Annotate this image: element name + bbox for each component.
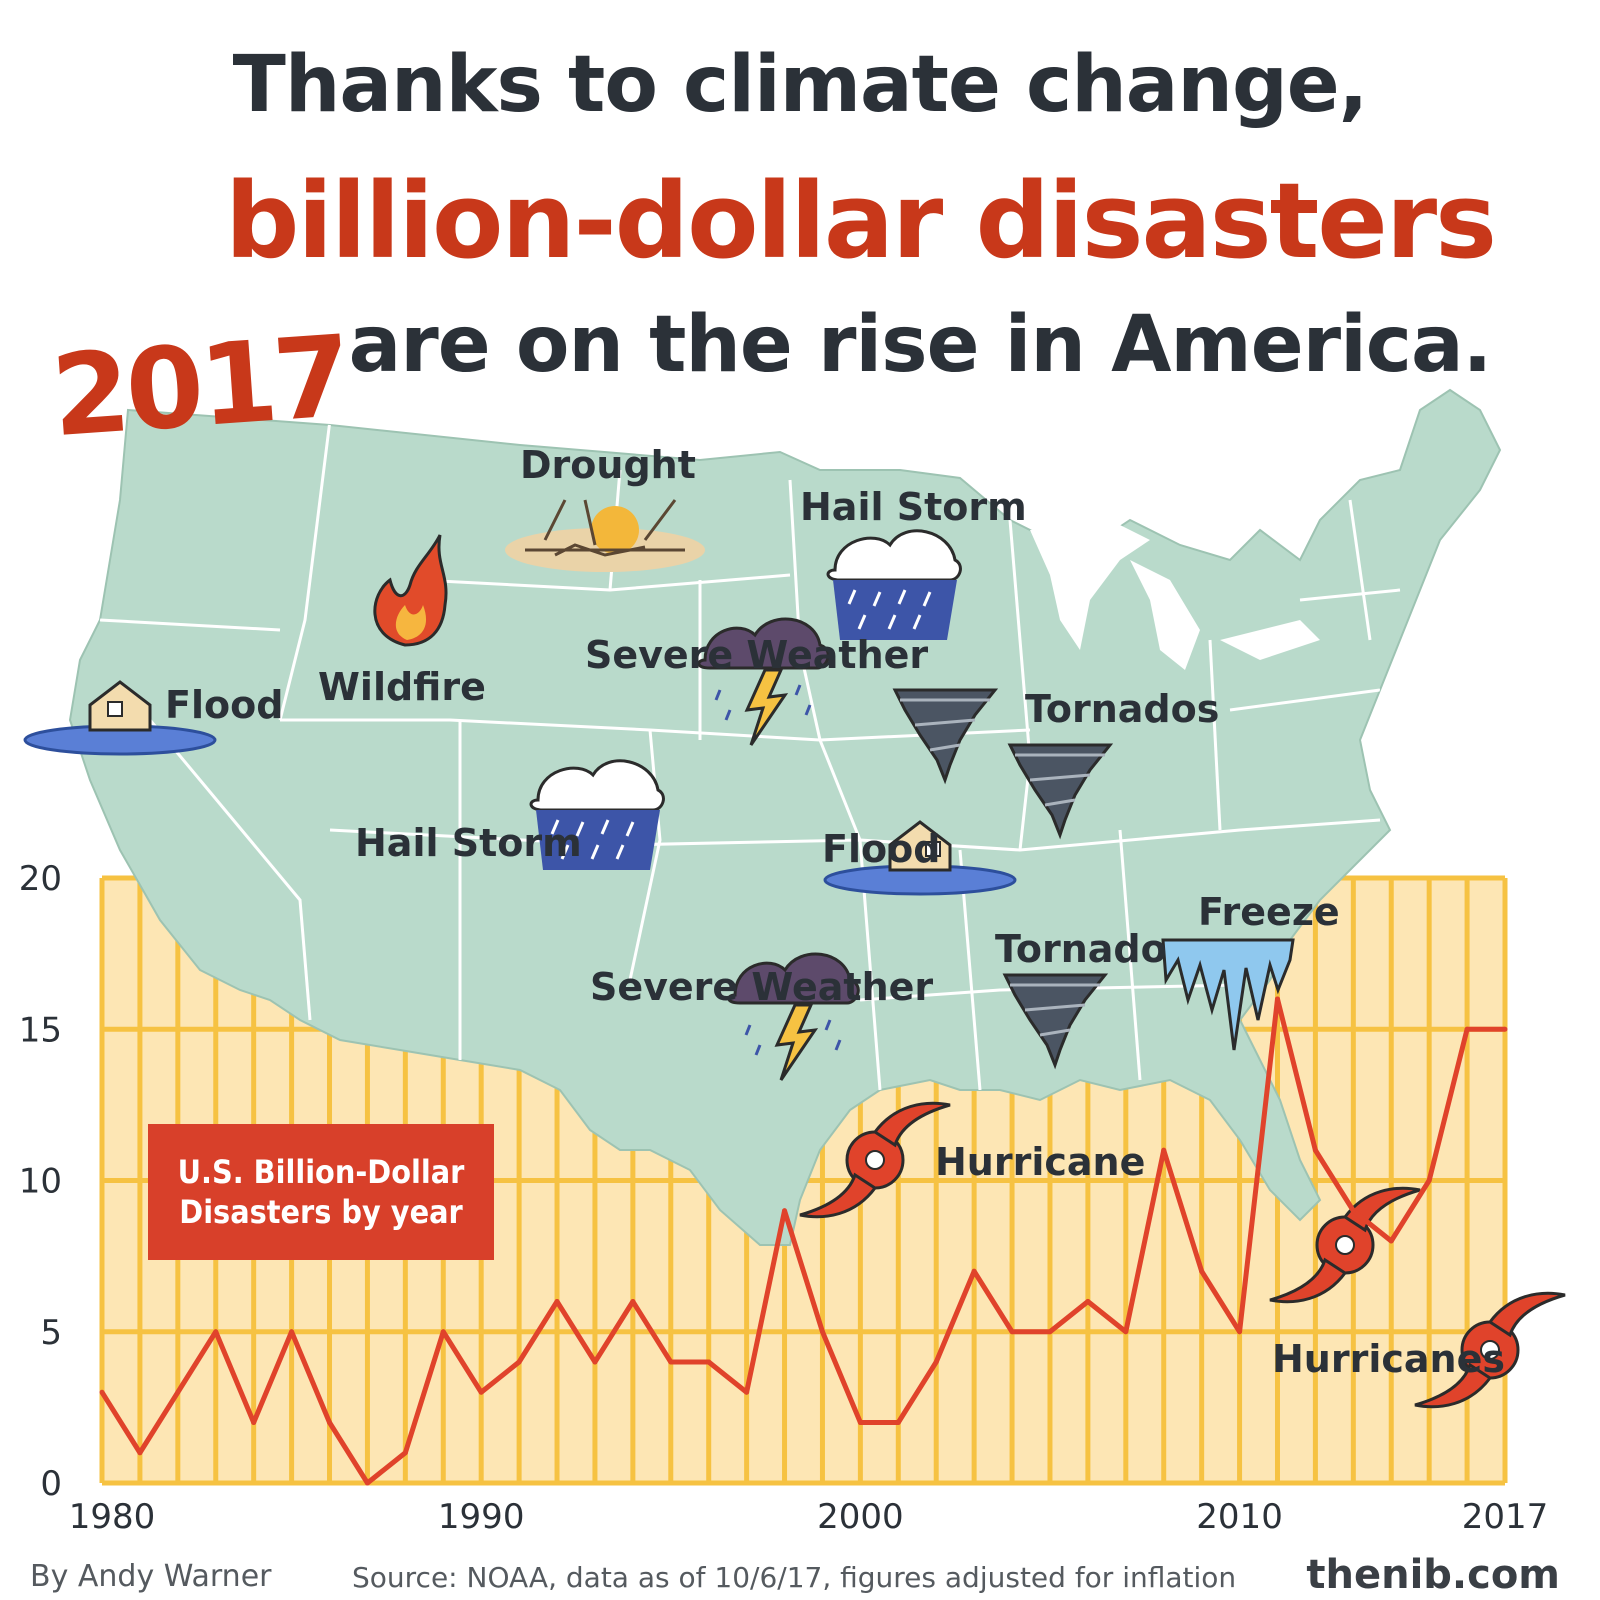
- label-hail-storm-north: Hail Storm: [800, 485, 1027, 529]
- data-point: [1502, 1026, 1508, 1032]
- hurricane-icon: [799, 1101, 951, 1219]
- tornado-icon: [1007, 743, 1114, 840]
- data-point: [706, 1359, 712, 1365]
- data-point: [137, 1450, 143, 1456]
- label-flood-central: Flood: [822, 827, 940, 871]
- data-point: [1123, 1329, 1129, 1335]
- label-tornado-south: Tornado: [995, 927, 1167, 971]
- hail-storm-icon: [826, 529, 962, 640]
- map-labels: Drought Hail Storm Wildfire Flood Severe…: [165, 443, 1505, 1381]
- x-tick-label: 2010: [1196, 1497, 1283, 1537]
- label-severe-weather-south: Severe Weather: [590, 965, 933, 1009]
- site-credit[interactable]: thenib.com: [1306, 1552, 1560, 1598]
- data-point: [933, 1359, 939, 1365]
- severe-weather-icon: [727, 952, 860, 1081]
- data-point: [1388, 1238, 1394, 1244]
- y-tick-label: 20: [19, 859, 62, 899]
- title-line-1: Thanks to climate change,: [232, 40, 1369, 130]
- x-tick-label: 2017: [1462, 1497, 1549, 1537]
- label-severe-weather-north: Severe Weather: [585, 633, 928, 677]
- author-credit: By Andy Warner: [30, 1559, 272, 1594]
- chart-legend-box: U.S. Billion-Dollar Disasters by year: [148, 1124, 494, 1260]
- data-point: [630, 1299, 636, 1304]
- wildfire-icon: [373, 534, 448, 647]
- great-lakes: [1030, 520, 1320, 670]
- data-point: [1161, 1147, 1167, 1153]
- data-point: [592, 1359, 598, 1365]
- data-point: [1047, 1329, 1053, 1335]
- data-point: [744, 1389, 750, 1395]
- hurricane-icon: [1414, 1291, 1566, 1409]
- y-tick-label: 5: [40, 1313, 62, 1353]
- drought-icon: [505, 499, 705, 572]
- flood-icon: [823, 820, 1017, 896]
- data-point: [1274, 996, 1280, 1002]
- data-point: [1426, 1178, 1432, 1183]
- label-severe-weather-north-text: Severe Weather: [585, 633, 928, 677]
- data-point: [1085, 1299, 1091, 1304]
- data-point: [99, 1389, 105, 1395]
- x-tick-label: 1990: [438, 1497, 525, 1537]
- source-credit: Source: NOAA, data as of 10/6/17, figure…: [352, 1561, 1237, 1594]
- label-drought: Drought: [520, 443, 696, 487]
- year-label: 2017: [47, 311, 352, 463]
- tornado-icon: [892, 688, 999, 785]
- y-tick-label: 15: [19, 1010, 62, 1050]
- data-point: [289, 1329, 295, 1335]
- x-tick-label: 2000: [817, 1497, 904, 1537]
- data-point: [327, 1420, 333, 1425]
- series-line: [99, 996, 1505, 1486]
- data-point: [516, 1359, 522, 1365]
- data-point: [1237, 1329, 1243, 1335]
- data-point: [819, 1329, 825, 1335]
- data-point: [440, 1329, 446, 1335]
- title-line-2: billion-dollar disasters: [224, 160, 1497, 282]
- severe-weather-icon: [697, 617, 830, 746]
- data-point: [1312, 1147, 1318, 1153]
- y-tick-label: 0: [40, 1464, 62, 1504]
- data-point: [895, 1420, 901, 1425]
- data-point: [782, 1208, 788, 1214]
- data-point: [175, 1389, 181, 1395]
- x-tick-label: 1980: [69, 1497, 156, 1537]
- y-tick-label: 10: [19, 1162, 62, 1202]
- data-point: [478, 1389, 484, 1395]
- data-point: [971, 1268, 977, 1274]
- hail-storm-icon: [529, 759, 665, 870]
- data-point: [857, 1420, 863, 1425]
- chart-legend-text: U.S. Billion-Dollar Disasters by year: [177, 1153, 465, 1231]
- data-point: [364, 1480, 370, 1486]
- data-point: [668, 1359, 674, 1365]
- label-hurricanes: Hurricanes: [1272, 1337, 1505, 1381]
- data-point: [213, 1329, 219, 1335]
- label-hurricane: Hurricane: [935, 1140, 1145, 1184]
- label-flood-west: Flood: [165, 683, 283, 727]
- label-tornados: Tornados: [1025, 687, 1219, 731]
- data-point: [402, 1450, 408, 1456]
- label-hail-storm-central: Hail Storm: [355, 821, 582, 865]
- label-freeze: Freeze: [1198, 890, 1340, 934]
- chart-line-layer: [99, 996, 1508, 1486]
- tornado-icon: [1002, 973, 1109, 1070]
- data-point: [1350, 1208, 1356, 1214]
- chart-axes: 0 5 10 15 20 1980 1990 2000 2010 2017: [19, 859, 1549, 1537]
- label-wildfire: Wildfire: [318, 665, 486, 709]
- title-line-3: are on the rise in America.: [348, 300, 1493, 390]
- freeze-icon: [1161, 938, 1295, 1051]
- data-point: [1199, 1268, 1205, 1274]
- data-point: [1009, 1329, 1015, 1335]
- flood-icon: [23, 680, 217, 756]
- data-point: [1464, 1026, 1470, 1032]
- data-point: [554, 1299, 560, 1304]
- data-point: [251, 1420, 257, 1425]
